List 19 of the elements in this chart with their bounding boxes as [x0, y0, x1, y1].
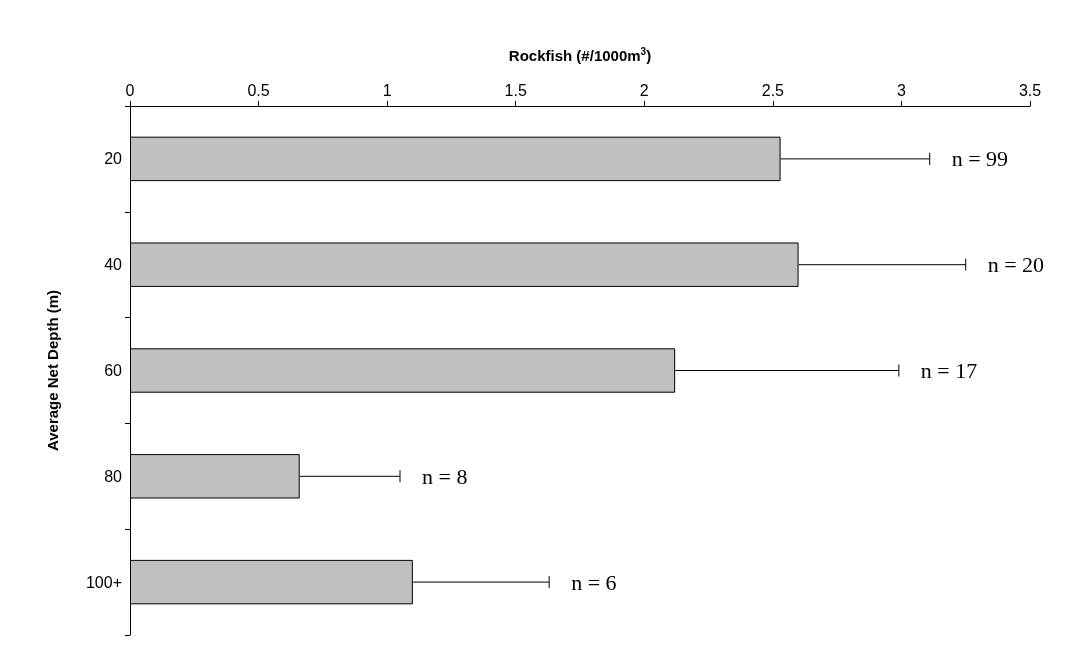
y-axis-title: Average Net Depth (m): [44, 289, 61, 452]
y-tick-label: 80: [104, 467, 123, 485]
x-tick-label: 2.5: [761, 81, 785, 99]
y-tick-label: 60: [104, 362, 123, 379]
annotation: n = 17: [920, 358, 978, 383]
y-tick-label: 40: [104, 256, 123, 274]
y-tick-label: 20: [104, 150, 123, 168]
x-tick-label: 0: [125, 81, 135, 99]
annotation: n = 20: [987, 252, 1045, 278]
x-tick-label: 2: [639, 81, 649, 99]
x-tick-label: 1.5: [504, 81, 527, 99]
x-tick-label: 0.5: [247, 81, 270, 99]
annotation: n = 6: [571, 569, 617, 595]
x-tick-label: 3: [896, 81, 906, 99]
annotation: n = 8: [422, 463, 468, 489]
x-tick-label: 3.5: [1018, 81, 1042, 99]
y-tick-label: 100+: [85, 573, 122, 591]
annotation: n = 99: [951, 146, 1009, 172]
x-tick-label: 1: [382, 81, 392, 99]
